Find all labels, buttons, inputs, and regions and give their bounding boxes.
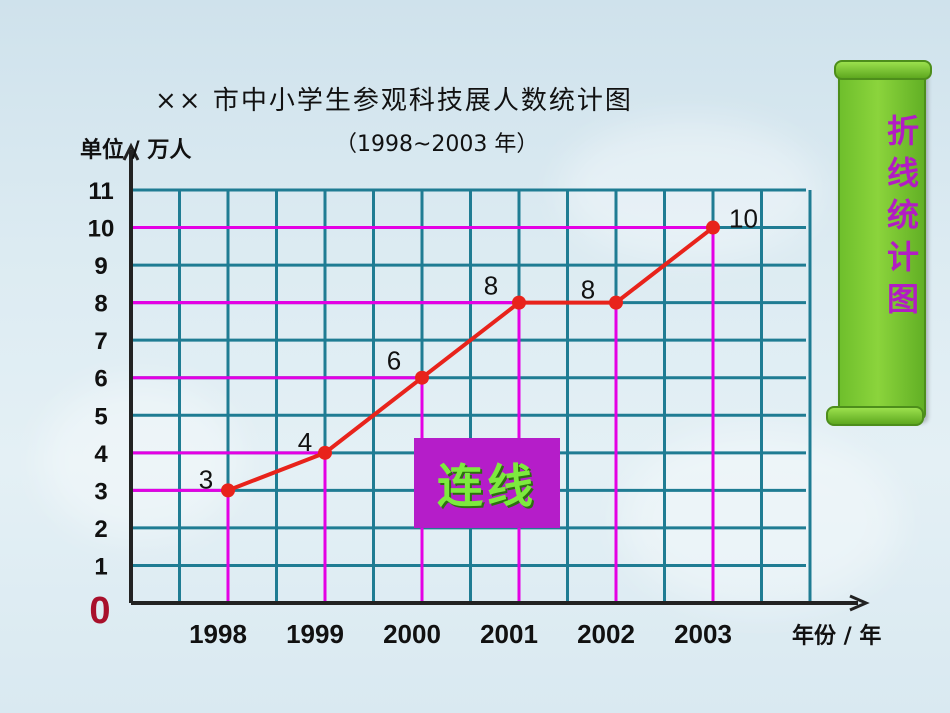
data-point — [512, 295, 526, 310]
x-axis-arrow — [849, 594, 870, 612]
y-tick-label: 10 — [88, 216, 115, 243]
series-line — [227, 225, 715, 493]
side-banner-scroll: 折线统计图 — [826, 60, 932, 426]
y-tick-label: 11 — [88, 178, 113, 205]
y-tick-label: 2 — [94, 516, 107, 543]
data-label: 8 — [484, 271, 498, 301]
y-tick-label: 3 — [94, 478, 107, 505]
x-tick-label: 2001 — [480, 619, 538, 649]
connect-annotation-box: 连线 — [414, 438, 560, 528]
data-point — [221, 483, 235, 498]
data-point — [706, 220, 720, 235]
x-tick-label: 1998 — [189, 619, 247, 649]
data-point — [609, 295, 623, 310]
y-tick-label: 7 — [94, 328, 107, 355]
data-point — [318, 445, 332, 460]
y-tick-label: 5 — [94, 403, 107, 430]
y-tick-label: 9 — [94, 253, 107, 280]
y-tick-label: 4 — [94, 441, 108, 468]
y-axis-label: 单位 / 万人 — [80, 138, 192, 163]
x-tick-label: 2002 — [577, 619, 635, 649]
y-tick-label: 1 — [94, 553, 107, 580]
data-label: 4 — [298, 427, 312, 457]
x-tick-label: 2000 — [383, 619, 441, 649]
chart-subtitle: （1998~2003 年） — [335, 132, 539, 157]
data-label: 10 — [729, 204, 758, 234]
x-tick-label: 1999 — [286, 619, 344, 649]
y-tick-label: 8 — [94, 291, 107, 318]
y-axis-arrow — [122, 142, 140, 161]
data-label: 3 — [199, 464, 213, 494]
x-tick-label: 2003 — [674, 619, 732, 649]
data-point — [415, 370, 429, 385]
data-label: 8 — [581, 275, 595, 305]
origin-label: 0 — [89, 590, 110, 632]
x-axis-label: 年份 / 年 — [792, 624, 882, 649]
chart-title: ×× 市中小学生参观科技展人数统计图 — [155, 86, 633, 116]
side-banner-text: 折线统计图 — [882, 114, 920, 324]
y-tick-label: 6 — [94, 366, 107, 393]
connect-annotation-label: 连线 — [437, 459, 537, 513]
data-label: 6 — [387, 346, 401, 376]
